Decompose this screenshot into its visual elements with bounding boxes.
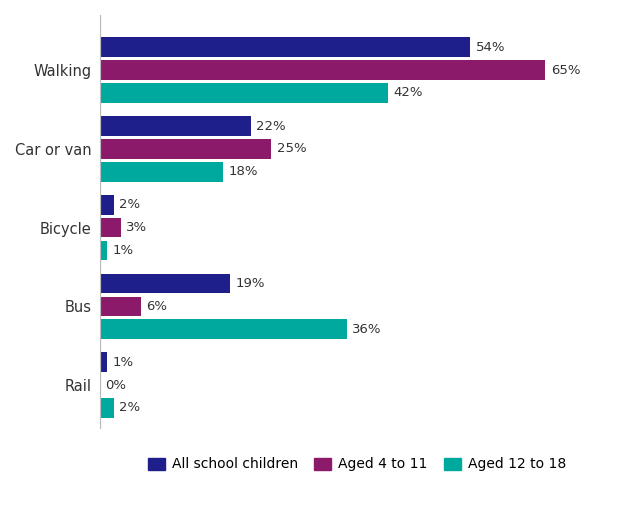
Text: 2%: 2% [119, 198, 140, 211]
Bar [100, 274, 230, 293]
Text: 25%: 25% [277, 142, 306, 155]
Text: 1%: 1% [113, 356, 133, 369]
Bar [100, 162, 223, 181]
Bar [100, 60, 545, 80]
Text: 36%: 36% [352, 323, 382, 336]
Text: 3%: 3% [126, 221, 147, 234]
Text: 42%: 42% [393, 86, 423, 99]
Bar [100, 218, 121, 237]
Bar [100, 116, 251, 136]
Bar [100, 398, 114, 418]
Text: 22%: 22% [256, 120, 286, 132]
Bar [100, 83, 388, 103]
Bar [100, 320, 347, 339]
Bar [100, 353, 107, 372]
Text: 1%: 1% [113, 244, 133, 257]
Text: 54%: 54% [476, 41, 505, 54]
Text: 65%: 65% [551, 64, 581, 77]
Text: 2%: 2% [119, 402, 140, 415]
Bar [100, 38, 470, 57]
Bar [100, 241, 107, 260]
Text: 18%: 18% [229, 165, 259, 178]
Text: 19%: 19% [236, 277, 265, 290]
Bar [100, 195, 114, 214]
Legend: All school children, Aged 4 to 11, Aged 12 to 18: All school children, Aged 4 to 11, Aged … [142, 452, 572, 477]
Bar [100, 297, 141, 316]
Text: 0%: 0% [106, 379, 126, 392]
Bar [100, 139, 271, 158]
Text: 6%: 6% [147, 300, 167, 313]
